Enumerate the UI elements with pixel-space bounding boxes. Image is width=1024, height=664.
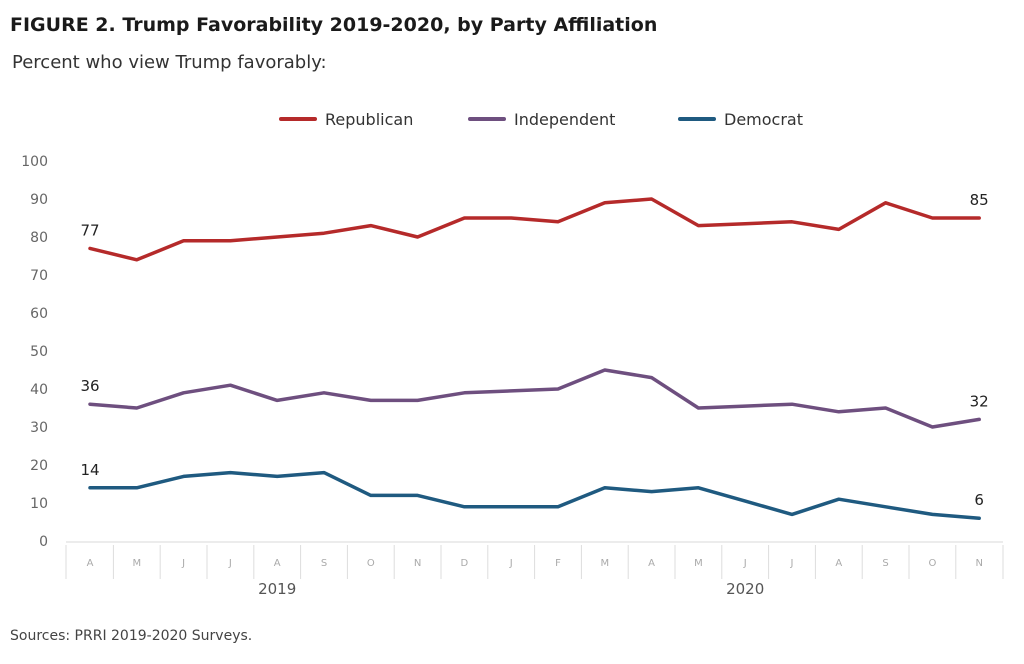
- x-tick-label: A: [274, 558, 281, 569]
- x-year-label: 2019: [258, 580, 296, 598]
- y-tick-label: 0: [39, 534, 48, 550]
- x-tick-label: N: [414, 558, 421, 569]
- x-tick-label: D: [461, 558, 469, 569]
- x-year-label: 2020: [726, 580, 764, 598]
- y-tick-label: 40: [30, 382, 48, 398]
- data-label-democrat: 14: [80, 461, 99, 479]
- data-label-independent: 32: [970, 392, 989, 410]
- y-tick-label: 90: [30, 192, 48, 208]
- legend-label-democrat: Democrat: [724, 110, 803, 129]
- data-label-republican: 85: [970, 191, 989, 209]
- data-label-democrat: 6: [974, 491, 984, 509]
- y-tick-label: 60: [30, 306, 48, 322]
- x-tick-label: O: [928, 558, 936, 569]
- x-tick-label: F: [555, 558, 561, 569]
- x-tick-label: J: [743, 558, 747, 569]
- x-tick-label: J: [509, 558, 513, 569]
- x-tick-label: M: [132, 558, 141, 569]
- data-label-independent: 36: [80, 377, 99, 395]
- x-tick-label: J: [228, 558, 232, 569]
- y-tick-label: 100: [21, 154, 48, 170]
- x-tick-label: M: [694, 558, 703, 569]
- x-tick-label: N: [975, 558, 982, 569]
- figure-subtitle: Percent who view Trump favorably:: [12, 52, 327, 73]
- series-line-republican: [88, 197, 981, 262]
- x-tick-label: S: [321, 558, 327, 569]
- y-tick-label: 10: [30, 496, 48, 512]
- x-tick-label: A: [648, 558, 655, 569]
- y-tick-label: 20: [30, 458, 48, 474]
- series-line-independent: [88, 368, 981, 429]
- y-tick-label: 30: [30, 420, 48, 436]
- data-label-republican: 77: [80, 221, 99, 239]
- x-tick-label: S: [882, 558, 888, 569]
- y-tick-label: 80: [30, 230, 48, 246]
- x-tick-label: J: [790, 558, 794, 569]
- series-line-democrat: [88, 470, 981, 520]
- line-chart: 0 10 20 30 40 50 60 70 80 90 100 A M J J A S O N D J F M A M J J A S…: [21, 110, 1004, 598]
- legend-label-republican: Republican: [325, 110, 413, 129]
- x-tick-label: A: [87, 558, 94, 569]
- x-tick-label: A: [835, 558, 842, 569]
- y-tick-label: 50: [30, 344, 48, 360]
- x-tick-label: J: [181, 558, 185, 569]
- source-note: Sources: PRRI 2019-2020 Surveys.: [10, 628, 253, 644]
- x-tick-label: M: [600, 558, 609, 569]
- figure-title: FIGURE 2. Trump Favorability 2019-2020, …: [10, 14, 658, 36]
- legend-label-independent: Independent: [514, 110, 615, 129]
- y-tick-label: 70: [30, 268, 48, 284]
- x-tick-label: O: [367, 558, 375, 569]
